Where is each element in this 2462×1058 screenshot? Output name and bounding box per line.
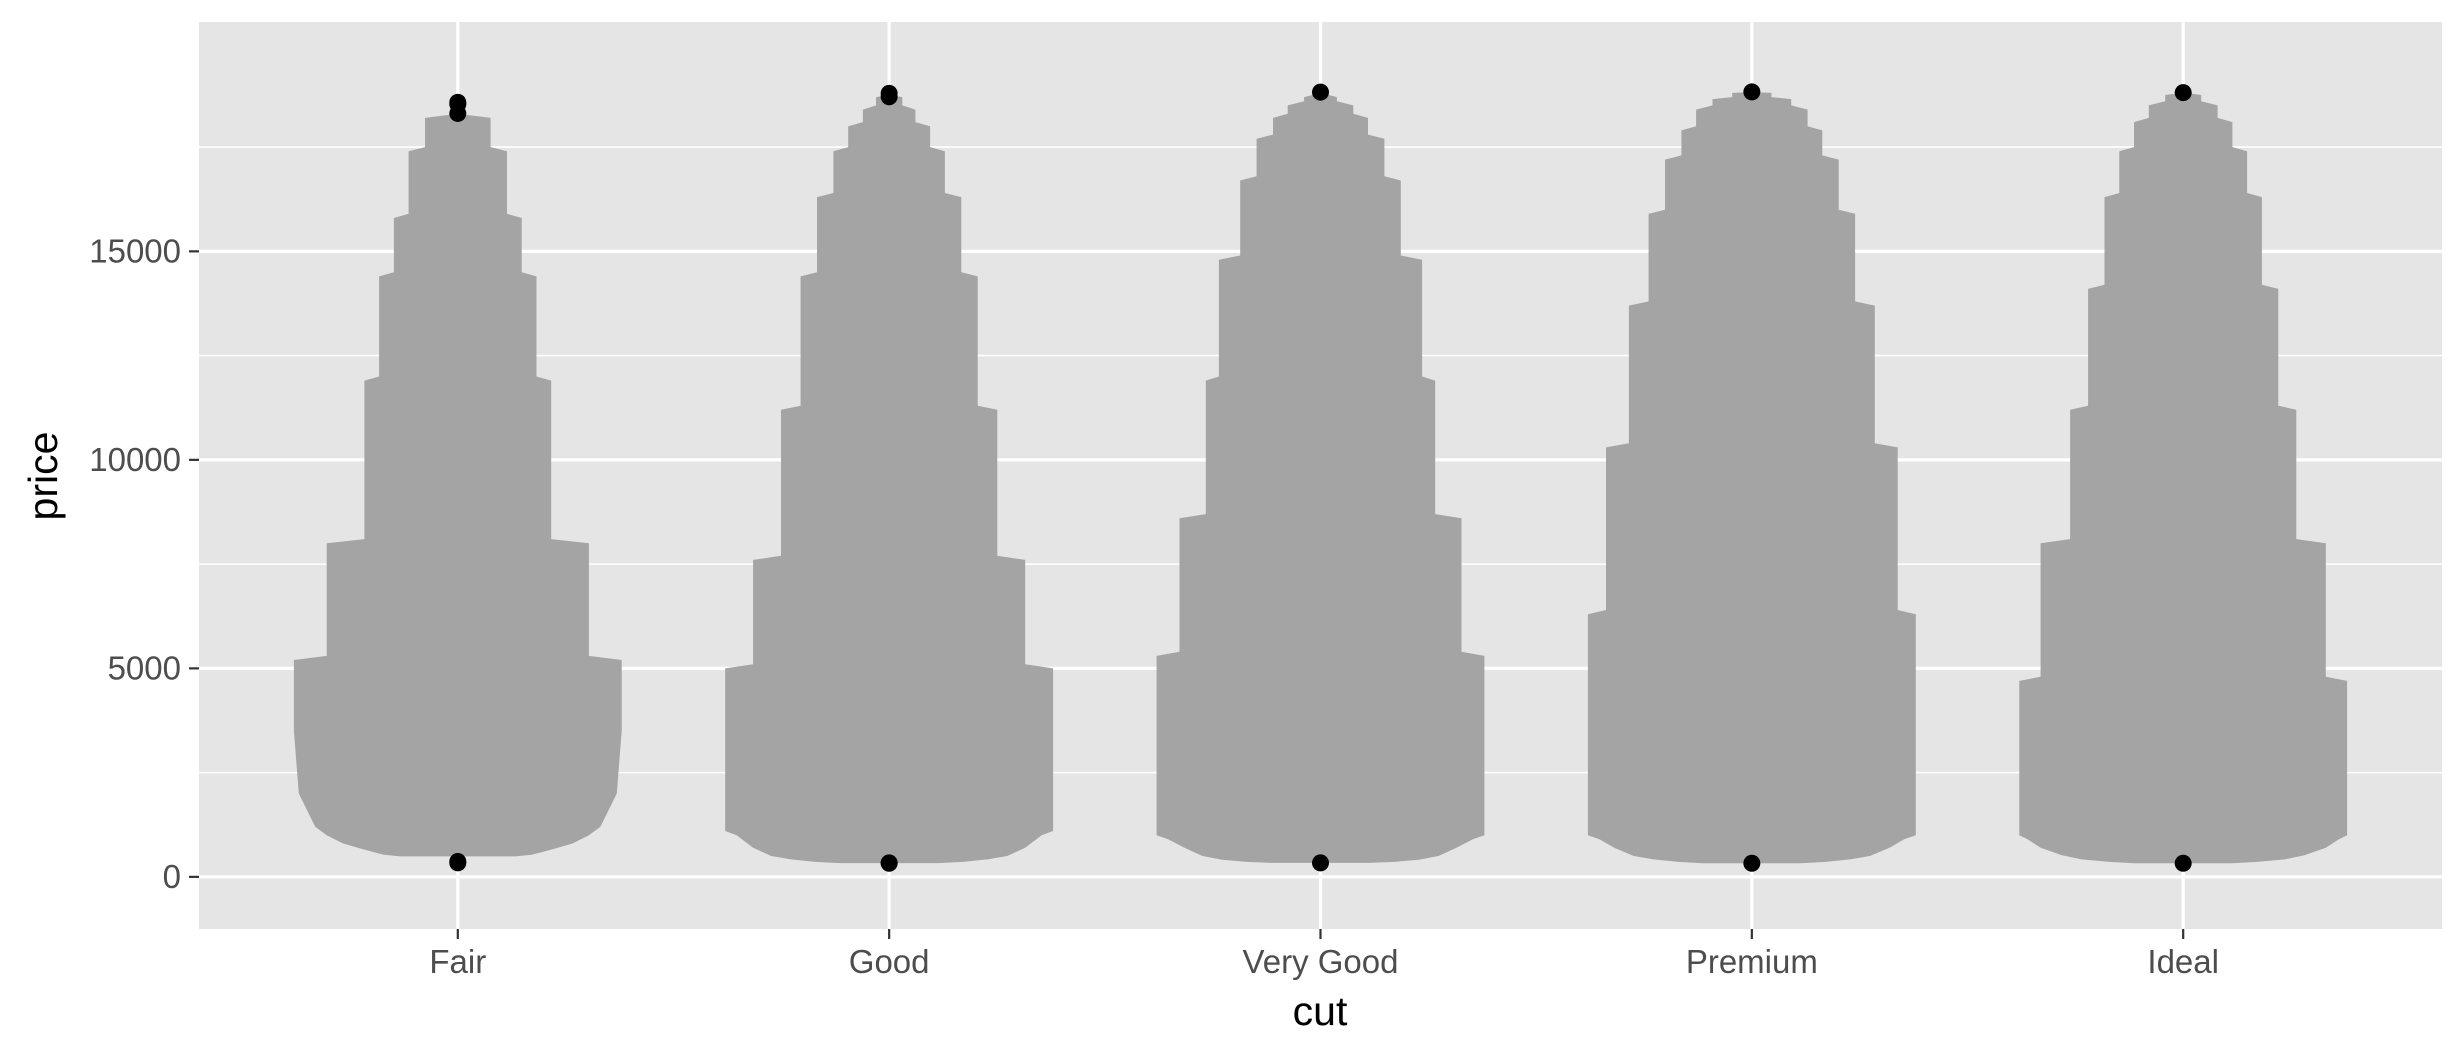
x-tick-label: Fair	[429, 943, 486, 980]
y-tick-label: 0	[163, 858, 181, 895]
violin-premium	[1587, 92, 1916, 864]
x-tick-label: Good	[849, 943, 930, 980]
x-tick-label: Premium	[1686, 943, 1818, 980]
x-tick-label: Ideal	[2147, 943, 2219, 980]
violin-good	[725, 95, 1054, 864]
outlier-point	[2174, 854, 2192, 872]
violins	[293, 92, 2348, 864]
outlier-point	[2174, 84, 2192, 102]
outlier-point	[880, 854, 898, 872]
y-axis-title: price	[20, 432, 66, 521]
outlier-point	[449, 852, 467, 870]
outlier-point	[880, 88, 898, 106]
outlier-point	[1312, 83, 1329, 101]
violin-very-good	[1156, 92, 1485, 863]
y-axis: 0 5000 10000 15000	[89, 232, 199, 895]
violin-ideal	[2019, 92, 2348, 864]
y-tick-label: 15000	[89, 232, 181, 269]
outlier-point	[1743, 854, 1761, 872]
outlier-point	[1743, 83, 1761, 101]
x-tick-label: Very Good	[1243, 943, 1399, 980]
x-axis-title: cut	[1293, 988, 1348, 1034]
y-tick-label: 10000	[89, 441, 181, 478]
x-axis: Fair Good Very Good Premium Ideal	[429, 929, 2219, 980]
violin-fair	[293, 113, 622, 857]
outlier-point	[1312, 854, 1329, 872]
y-tick-label: 5000	[108, 649, 181, 686]
outlier-points	[449, 83, 2192, 872]
outlier-point	[449, 104, 467, 122]
